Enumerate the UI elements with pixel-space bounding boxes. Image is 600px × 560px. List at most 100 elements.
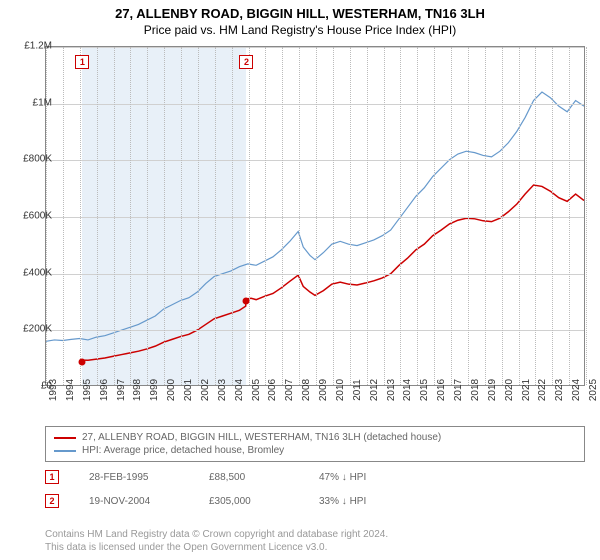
x-axis-label: 2019 <box>487 379 498 401</box>
gridline-v <box>164 47 165 385</box>
x-axis-label: 2011 <box>352 379 363 401</box>
gridline-v <box>434 47 435 385</box>
y-axis-label: £1M <box>33 97 52 108</box>
gridline-v <box>569 47 570 385</box>
x-axis-label: 2000 <box>166 379 177 401</box>
x-axis-label: 2002 <box>200 379 211 401</box>
y-axis-label: £600K <box>23 211 52 222</box>
sale-dot <box>243 297 250 304</box>
gridline-h <box>46 274 584 275</box>
legend-row: 27, ALLENBY ROAD, BIGGIN HILL, WESTERHAM… <box>54 431 576 444</box>
x-axis-label: 1993 <box>48 379 59 401</box>
sale-detail-row: 2 19-NOV-2004 £305,000 33% ↓ HPI <box>45 494 585 508</box>
x-axis-label: 2005 <box>251 379 262 401</box>
y-axis-label: £200K <box>23 324 52 335</box>
gridline-v <box>417 47 418 385</box>
footer-line2: This data is licensed under the Open Gov… <box>45 541 388 554</box>
gridline-h <box>46 47 584 48</box>
gridline-v <box>316 47 317 385</box>
gridline-h <box>46 160 584 161</box>
x-axis-label: 1994 <box>65 379 76 401</box>
x-axis-label: 2024 <box>571 379 582 401</box>
y-axis-label: £400K <box>23 267 52 278</box>
x-axis-label: 1995 <box>82 379 93 401</box>
y-axis-label: £800K <box>23 154 52 165</box>
footer-attribution: Contains HM Land Registry data © Crown c… <box>45 528 388 554</box>
gridline-v <box>97 47 98 385</box>
legend-label: 27, ALLENBY ROAD, BIGGIN HILL, WESTERHAM… <box>82 432 441 443</box>
gridline-v <box>400 47 401 385</box>
x-axis-label: 1999 <box>149 379 160 401</box>
x-axis-label: 2013 <box>386 379 397 401</box>
x-axis-label: 1997 <box>116 379 127 401</box>
chart-title-line1: 27, ALLENBY ROAD, BIGGIN HILL, WESTERHAM… <box>0 0 600 21</box>
gridline-v <box>282 47 283 385</box>
gridline-v <box>519 47 520 385</box>
x-axis-label: 2022 <box>537 379 548 401</box>
sale-dot <box>79 358 86 365</box>
sale-date: 28-FEB-1995 <box>89 472 179 483</box>
gridline-h <box>46 330 584 331</box>
gridline-v <box>451 47 452 385</box>
gridline-v <box>502 47 503 385</box>
sale-detail-row: 1 28-FEB-1995 £88,500 47% ↓ HPI <box>45 470 585 484</box>
x-axis-label: 2023 <box>554 379 565 401</box>
chart-container: 27, ALLENBY ROAD, BIGGIN HILL, WESTERHAM… <box>0 0 600 560</box>
gridline-v <box>215 47 216 385</box>
x-axis-label: 2001 <box>183 379 194 401</box>
gridline-v <box>333 47 334 385</box>
gridline-v <box>198 47 199 385</box>
x-axis-label: 2006 <box>267 379 278 401</box>
sale-marker-icon: 1 <box>75 55 89 69</box>
legend-label: HPI: Average price, detached house, Brom… <box>82 445 284 456</box>
gridline-v <box>232 47 233 385</box>
gridline-h <box>46 104 584 105</box>
gridline-v <box>350 47 351 385</box>
x-axis-label: 2018 <box>470 379 481 401</box>
x-axis-label: 2020 <box>504 379 515 401</box>
legend-box: 27, ALLENBY ROAD, BIGGIN HILL, WESTERHAM… <box>45 426 585 462</box>
sale-diff: 47% ↓ HPI <box>319 472 366 483</box>
chart-plot-area: 12 <box>45 46 585 386</box>
gridline-v <box>367 47 368 385</box>
y-axis-label: £1.2M <box>24 41 52 52</box>
gridline-v <box>299 47 300 385</box>
gridline-v <box>265 47 266 385</box>
x-axis-label: 2004 <box>234 379 245 401</box>
gridline-v <box>384 47 385 385</box>
gridline-v <box>552 47 553 385</box>
sale-price: £305,000 <box>209 496 289 507</box>
legend-swatch <box>54 450 76 452</box>
gridline-v <box>147 47 148 385</box>
x-axis-label: 2010 <box>335 379 346 401</box>
gridline-v <box>485 47 486 385</box>
sale-date: 19-NOV-2004 <box>89 496 179 507</box>
sale-marker-icon: 2 <box>45 494 59 508</box>
sale-diff: 33% ↓ HPI <box>319 496 366 507</box>
gridline-v <box>130 47 131 385</box>
x-axis-label: 1996 <box>99 379 110 401</box>
x-axis-label: 2003 <box>217 379 228 401</box>
gridline-v <box>181 47 182 385</box>
gridline-v <box>114 47 115 385</box>
x-axis-label: 1998 <box>132 379 143 401</box>
sale-price: £88,500 <box>209 472 289 483</box>
x-axis-label: 2012 <box>369 379 380 401</box>
gridline-v <box>535 47 536 385</box>
chart-title-line2: Price paid vs. HM Land Registry's House … <box>0 21 600 37</box>
sale-marker-icon: 2 <box>239 55 253 69</box>
x-axis-label: 2007 <box>284 379 295 401</box>
legend-row: HPI: Average price, detached house, Brom… <box>54 444 576 457</box>
x-axis-label: 2008 <box>301 379 312 401</box>
x-axis-label: 2009 <box>318 379 329 401</box>
gridline-v <box>63 47 64 385</box>
gridline-v <box>80 47 81 385</box>
gridline-h <box>46 217 584 218</box>
x-axis-label: 2015 <box>419 379 430 401</box>
gridline-v <box>586 47 587 385</box>
chart-lines-svg <box>46 47 584 385</box>
footer-line1: Contains HM Land Registry data © Crown c… <box>45 528 388 541</box>
legend-swatch <box>54 437 76 439</box>
gridline-v <box>468 47 469 385</box>
sale-marker-icon: 1 <box>45 470 59 484</box>
